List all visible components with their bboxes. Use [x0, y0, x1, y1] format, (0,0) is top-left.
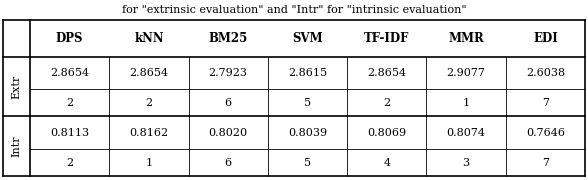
Text: Intr: Intr	[12, 135, 22, 157]
Text: 2: 2	[66, 158, 73, 168]
Text: 2.8654: 2.8654	[129, 68, 169, 78]
Text: 2: 2	[145, 98, 152, 108]
Text: 2.9077: 2.9077	[447, 68, 486, 78]
Text: 2: 2	[66, 98, 73, 108]
Text: 5: 5	[304, 98, 311, 108]
Text: 2.6038: 2.6038	[526, 68, 565, 78]
Text: 2: 2	[383, 98, 390, 108]
Text: kNN: kNN	[134, 32, 163, 45]
Text: 0.7646: 0.7646	[526, 128, 565, 138]
Text: MMR: MMR	[448, 32, 484, 45]
Text: 0.8113: 0.8113	[50, 128, 89, 138]
Text: EDI: EDI	[533, 32, 558, 45]
Text: 0.8020: 0.8020	[209, 128, 248, 138]
Text: 3: 3	[463, 158, 470, 168]
Text: 7: 7	[542, 158, 549, 168]
Text: Extr: Extr	[12, 74, 22, 98]
Text: DPS: DPS	[56, 32, 83, 45]
Text: 5: 5	[304, 158, 311, 168]
Text: 1: 1	[145, 158, 152, 168]
Text: TF-IDF: TF-IDF	[364, 32, 409, 45]
Text: 0.8069: 0.8069	[368, 128, 406, 138]
Text: 0.8074: 0.8074	[446, 128, 486, 138]
Text: 0.8039: 0.8039	[288, 128, 327, 138]
Text: BM25: BM25	[209, 32, 248, 45]
Text: 0.8162: 0.8162	[129, 128, 169, 138]
Text: 2.8615: 2.8615	[288, 68, 327, 78]
Text: 7: 7	[542, 98, 549, 108]
Text: 2.8654: 2.8654	[50, 68, 89, 78]
Text: for "extrinsic evaluation" and "Intr" for "intrinsic evaluation": for "extrinsic evaluation" and "Intr" fo…	[122, 5, 466, 15]
Text: 4: 4	[383, 158, 390, 168]
Text: 6: 6	[225, 98, 232, 108]
Text: 1: 1	[463, 98, 470, 108]
Text: 2.8654: 2.8654	[368, 68, 406, 78]
Text: 2.7923: 2.7923	[209, 68, 248, 78]
Text: SVM: SVM	[292, 32, 323, 45]
Text: 6: 6	[225, 158, 232, 168]
